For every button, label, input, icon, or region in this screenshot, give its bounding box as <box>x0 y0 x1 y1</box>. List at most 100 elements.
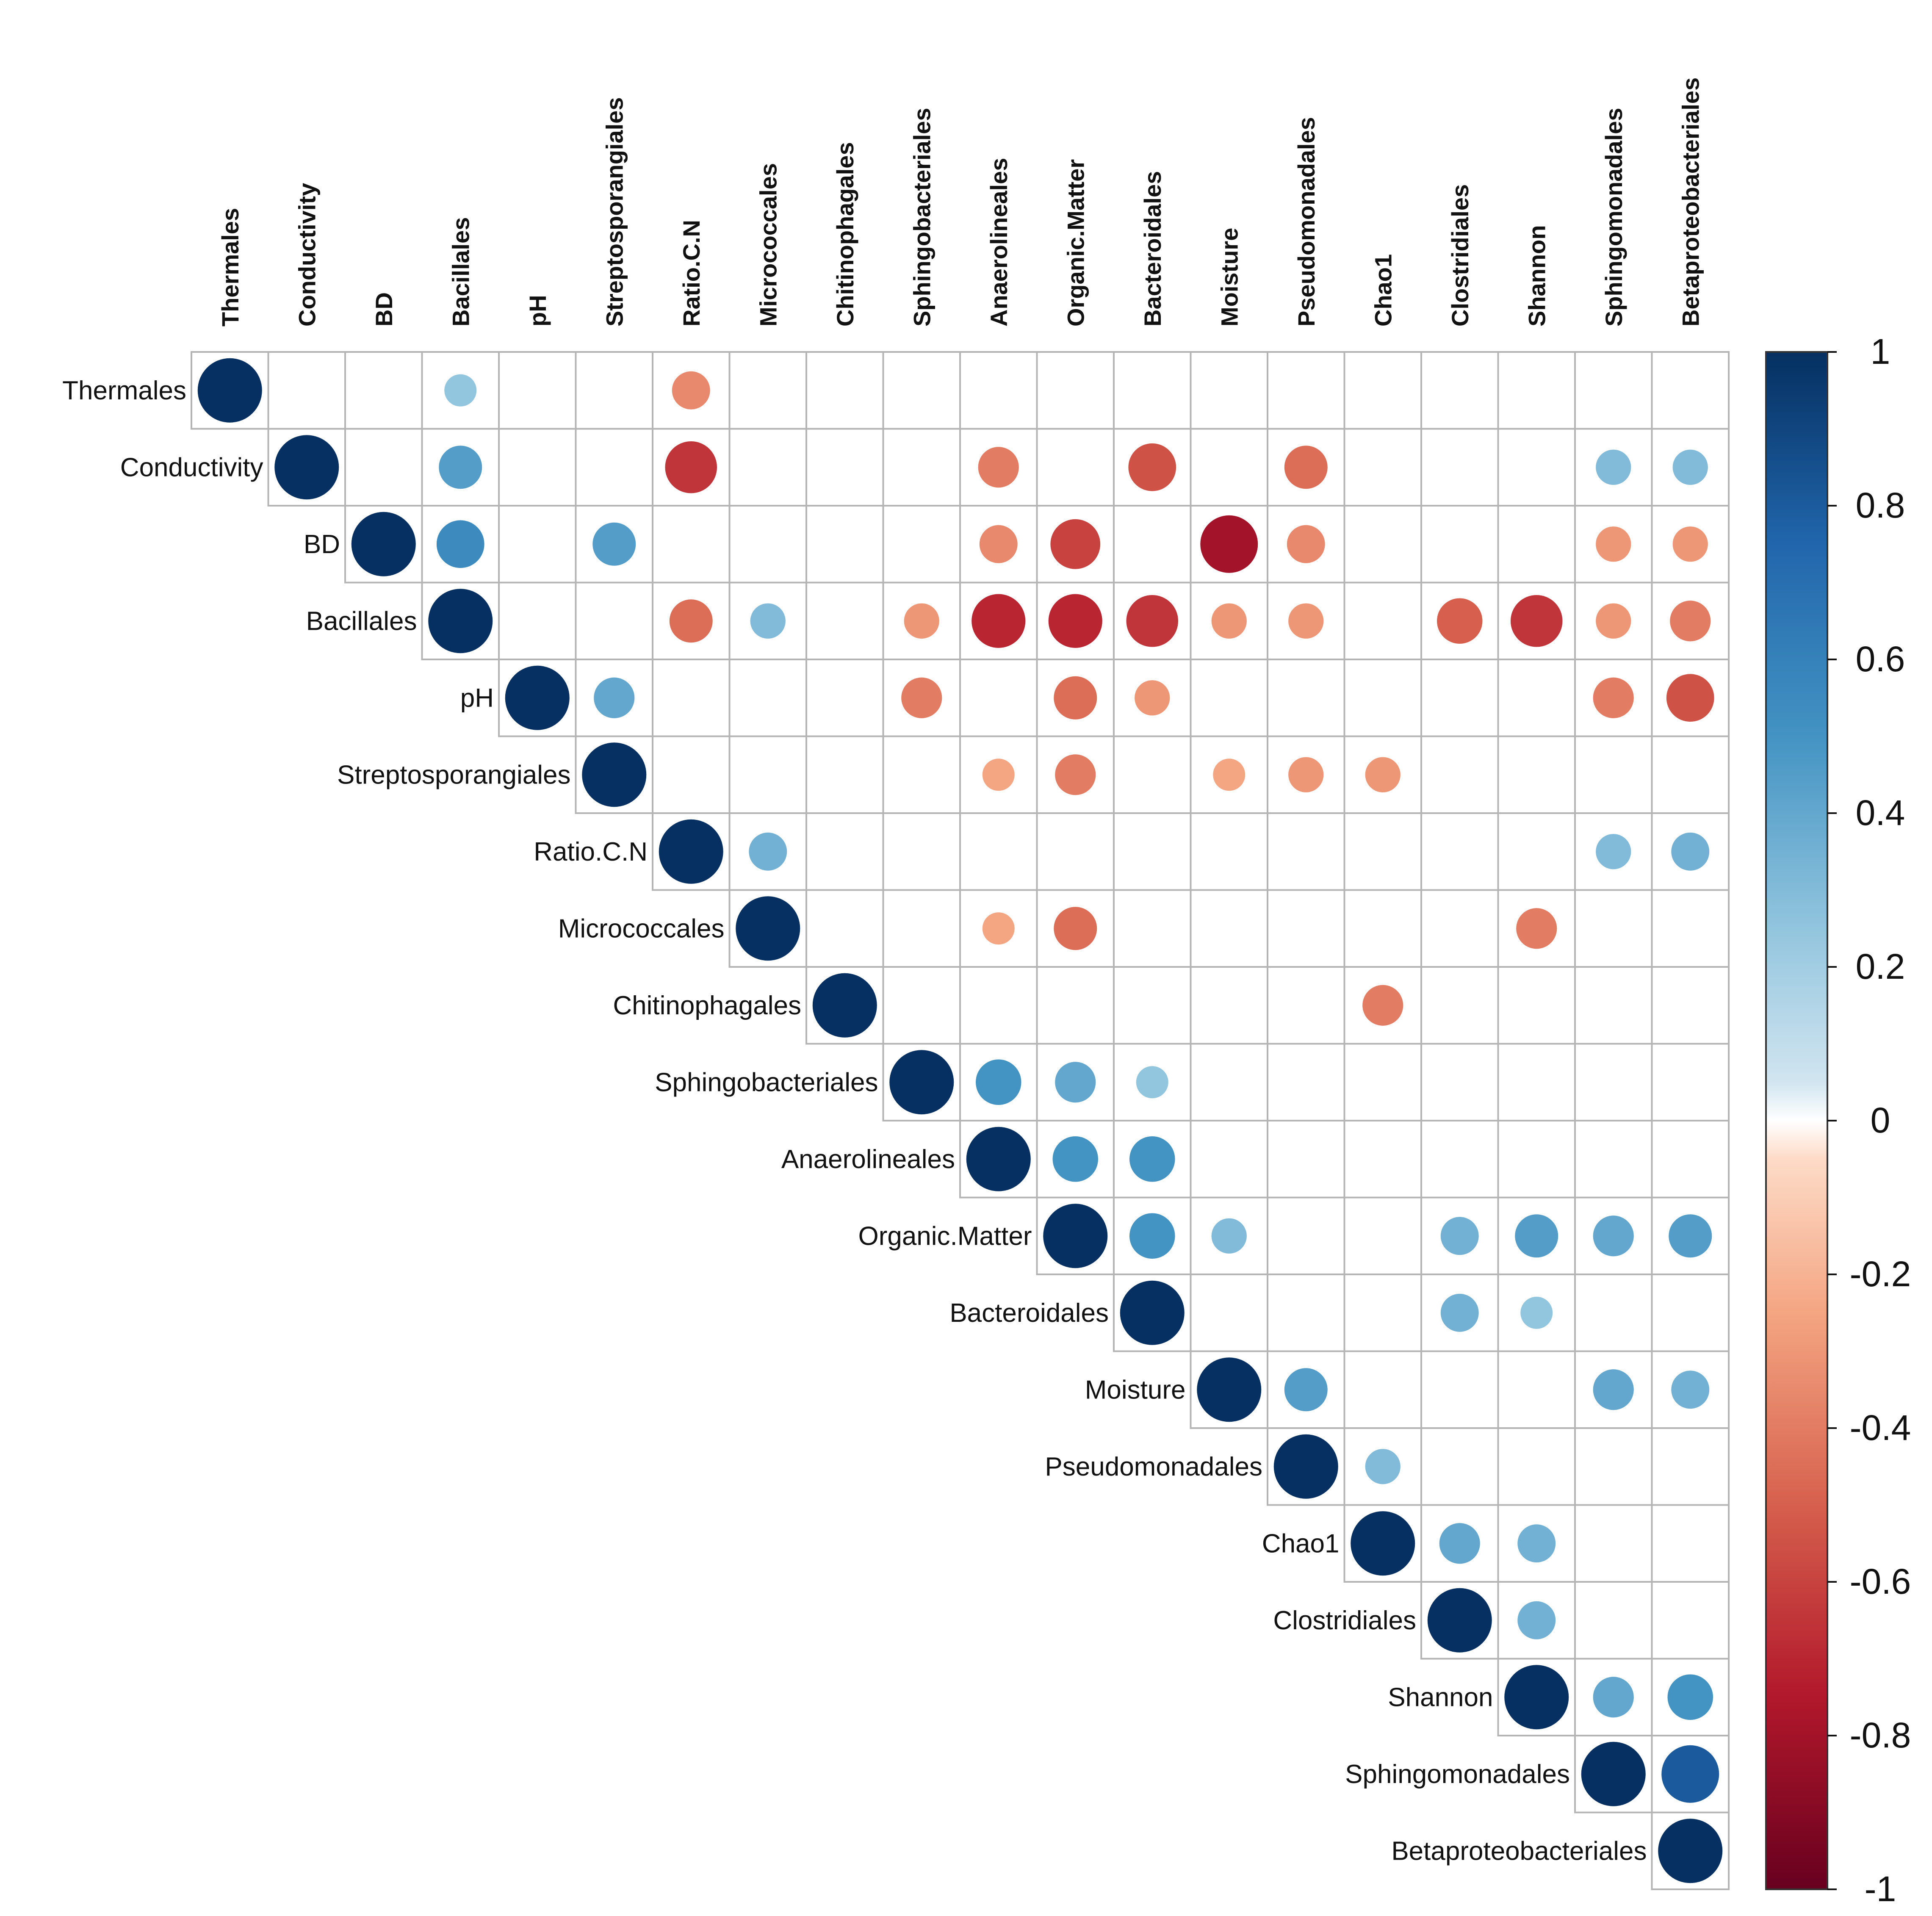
corr-circle-bd-sphingomonadales <box>1596 526 1631 562</box>
corr-circle-bacteroidales-clostridiales <box>1440 1293 1479 1332</box>
colorbar-tick-label: -1 <box>1865 1869 1896 1909</box>
colorbar-tick-label: 0.8 <box>1856 485 1905 525</box>
grid-cell <box>1651 1811 1730 1890</box>
grid-cell <box>805 505 884 584</box>
corr-circle-organic-matter-clostridiales <box>1440 1217 1479 1255</box>
corr-circle-ph-sphingobacteriales <box>901 677 942 718</box>
grid-cell <box>882 428 961 507</box>
grid-cell <box>959 966 1038 1045</box>
corr-circle-anaerolineales-bacteroidales <box>1129 1136 1175 1182</box>
grid-cell <box>1343 889 1422 968</box>
grid-cell <box>498 581 577 660</box>
grid-cell <box>882 505 961 584</box>
corr-circle-bacteroidales-shannon <box>1520 1296 1553 1329</box>
corr-circle-bd-pseudomonadales <box>1287 525 1325 563</box>
row-label-clostridiales: Clostridiales <box>1273 1606 1416 1635</box>
grid-cell <box>1267 1120 1345 1199</box>
grid-cell <box>498 505 577 584</box>
grid-cell <box>1343 351 1422 430</box>
corr-circle-chao1-clostridiales <box>1439 1523 1480 1564</box>
col-label-shannon: Shannon <box>1523 225 1550 327</box>
grid-cell <box>1497 812 1576 891</box>
corr-circle-micrococcales-anaerolineales <box>982 912 1015 945</box>
corr-circle-anaerolineales-organic-matter <box>1052 1136 1098 1182</box>
col-label-bacillales: Bacillales <box>447 217 474 327</box>
grid-cell <box>575 351 653 430</box>
grid-cell <box>1574 1581 1653 1660</box>
grid-cell <box>1497 505 1576 584</box>
corr-circle-ph-sphingomonadales <box>1593 677 1634 718</box>
grid-cell <box>959 812 1038 891</box>
grid-cell <box>959 659 1038 737</box>
corr-circle-conductivity-anaerolineales <box>978 447 1019 488</box>
corr-circle-thermales-ratio-c-n <box>672 371 710 410</box>
grid-cell <box>1343 1196 1422 1275</box>
corr-circle-organic-matter-sphingomonadales <box>1593 1215 1634 1257</box>
colorbar-tick-label: 0.2 <box>1856 947 1905 986</box>
grid-cell <box>1420 966 1499 1045</box>
corr-circle-conductivity-sphingomonadales <box>1596 449 1631 485</box>
row-label-bd: BD <box>304 530 340 559</box>
row-label-pseudomonadales: Pseudomonadales <box>1045 1452 1262 1481</box>
grid-cell <box>1267 812 1345 891</box>
corr-circle-bacteroidales-bacteroidales <box>1120 1280 1185 1345</box>
colorbar: 1 0.8 0.6 0.4 0.2 0 -0.2 -0.4 -0.6 -0.8 -1 <box>1765 332 1911 1909</box>
corr-circle-micrococcales-micrococcales <box>736 896 800 961</box>
corr-circle-streptosporangiales-moisture <box>1213 759 1246 791</box>
corr-circle-conductivity-ratio-c-n <box>665 441 717 493</box>
col-label-sphingomonadales: Sphingomonadales <box>1600 108 1627 327</box>
grid-cell <box>1497 1120 1576 1199</box>
corr-circle-sphingobacteriales-sphingobacteriales <box>889 1050 954 1115</box>
grid-cell <box>1343 581 1422 660</box>
grid-cell <box>1113 966 1192 1045</box>
corr-circle-clostridiales-clostridiales <box>1427 1588 1492 1653</box>
corr-circle-organic-matter-organic-matter <box>1043 1204 1108 1268</box>
grid-cell <box>1574 1274 1653 1352</box>
corr-circle-streptosporangiales-anaerolineales <box>982 759 1015 791</box>
corr-circle-sphingobacteriales-anaerolineales <box>976 1059 1021 1105</box>
corr-circle-bacillales-sphingomonadales <box>1596 603 1631 639</box>
corr-circle-shannon-betaproteobacteriales <box>1667 1674 1713 1720</box>
corr-circle-conductivity-bacteroidales <box>1128 443 1176 491</box>
corr-circle-thermales-bacillales <box>444 374 477 407</box>
corr-circle-bd-bacillales <box>436 520 484 568</box>
corr-circle-clostridiales-shannon <box>1517 1601 1556 1639</box>
corr-circle-moisture-pseudomonadales <box>1284 1368 1328 1412</box>
grid-cell <box>1574 1120 1653 1199</box>
col-label-bacteroidales: Bacteroidales <box>1139 171 1166 327</box>
corr-circle-conductivity-betaproteobacteriales <box>1672 449 1708 485</box>
col-label-betaproteobacteriales: Betaproteobacteriales <box>1677 78 1704 327</box>
grid-cell <box>1113 812 1192 891</box>
row-label-bacillales: Bacillales <box>306 606 417 636</box>
corr-circle-betaproteobacteriales-betaproteobacteriales <box>1658 1819 1723 1883</box>
grid-cell <box>728 735 807 814</box>
grid-cell <box>1651 1120 1730 1199</box>
grid-cell <box>1113 505 1192 584</box>
corr-circle-bd-bd <box>351 512 416 576</box>
grid-cell <box>1574 1043 1653 1121</box>
grid-cell <box>1343 505 1422 584</box>
col-label-moisture: Moisture <box>1216 228 1243 327</box>
corr-circle-ph-organic-matter <box>1054 676 1097 720</box>
grid-cell <box>728 428 807 507</box>
grid-cell <box>1497 966 1576 1045</box>
grid-cell <box>882 812 961 891</box>
col-label-anaerolineales: Anaerolineales <box>985 158 1012 327</box>
grid-cell <box>1420 1427 1499 1506</box>
grid-cell <box>728 351 807 430</box>
grid-cell <box>882 735 961 814</box>
corr-circle-bacillales-bacillales <box>428 589 493 653</box>
corr-circle-ph-streptosporangiales <box>594 677 635 718</box>
row-label-conductivity: Conductivity <box>120 453 263 482</box>
grid-cell <box>805 889 884 968</box>
grid-cell <box>1420 428 1499 507</box>
col-label-chao1: Chao1 <box>1370 254 1396 327</box>
corr-circle-streptosporangiales-pseudomonadales <box>1288 757 1324 792</box>
correlation-circles <box>197 358 1723 1883</box>
col-label-ph: pH <box>524 295 551 327</box>
corr-circle-bacillales-anaerolineales <box>972 594 1026 648</box>
corr-circle-organic-matter-moisture <box>1211 1218 1247 1254</box>
grid-cell <box>344 351 423 430</box>
corr-circle-bacillales-organic-matter <box>1048 594 1102 648</box>
row-label-chao1: Chao1 <box>1262 1529 1340 1558</box>
